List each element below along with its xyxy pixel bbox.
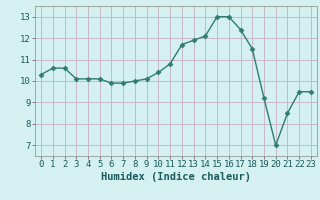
X-axis label: Humidex (Indice chaleur): Humidex (Indice chaleur) bbox=[101, 172, 251, 182]
